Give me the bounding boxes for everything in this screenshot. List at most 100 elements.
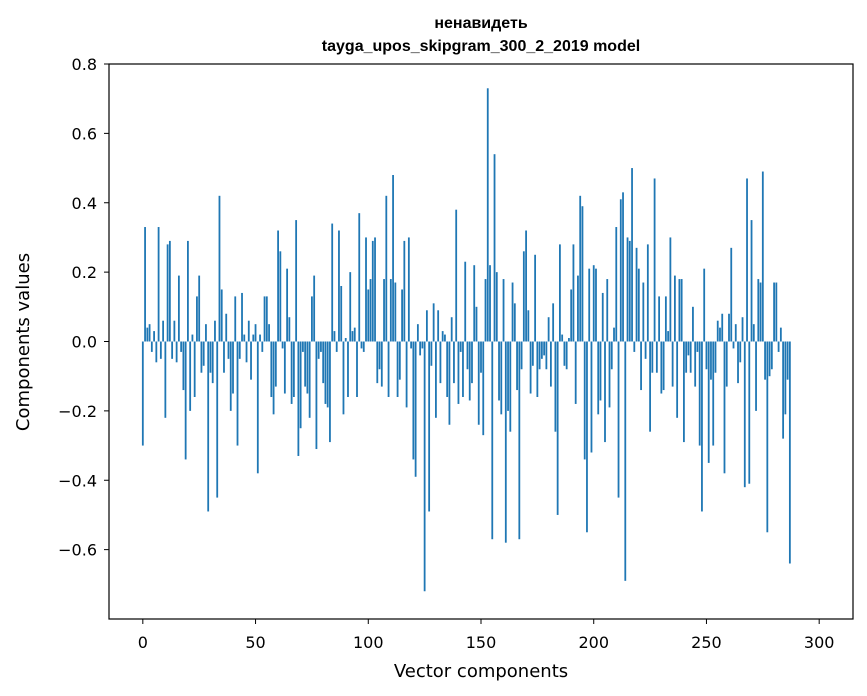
bar: [685, 341, 688, 373]
bar: [644, 341, 647, 359]
bar: [347, 341, 349, 397]
bar: [191, 334, 194, 342]
bar: [788, 341, 791, 564]
bar: [531, 341, 534, 366]
bar: [534, 254, 537, 342]
bar: [520, 341, 523, 370]
bar: [673, 275, 676, 342]
bar: [471, 341, 473, 384]
bar: [448, 341, 451, 425]
bar: [353, 327, 356, 342]
bar: [676, 341, 679, 418]
bar: [358, 213, 361, 342]
bar: [159, 341, 162, 359]
bar: [743, 341, 746, 488]
bar: [543, 341, 546, 356]
bar: [378, 341, 381, 370]
bar: [480, 341, 482, 373]
bar: [545, 341, 548, 370]
bar: [153, 331, 155, 342]
bar: [529, 341, 532, 394]
bar: [439, 341, 442, 384]
bar: [565, 341, 568, 370]
bar: [380, 341, 383, 387]
plot-frame: [108, 63, 854, 620]
bar: [252, 334, 255, 342]
bar: [421, 341, 424, 349]
bar: [313, 275, 316, 342]
bar: [493, 154, 496, 342]
bar: [513, 303, 516, 342]
bar: [642, 282, 645, 342]
bar: [166, 244, 169, 342]
bar: [216, 341, 219, 498]
bar: [365, 237, 367, 342]
bar: [281, 341, 284, 349]
bar: [144, 227, 146, 342]
bar: [637, 268, 640, 342]
bar: [577, 275, 579, 342]
bar: [209, 341, 212, 373]
bar: [779, 327, 782, 342]
bar: [270, 341, 273, 397]
bar: [333, 331, 336, 342]
bar: [507, 341, 509, 411]
bar: [315, 341, 318, 450]
bar: [468, 341, 471, 401]
bar: [428, 341, 431, 512]
bar: [739, 341, 742, 363]
bar: [238, 341, 241, 359]
bar: [202, 341, 205, 366]
bar: [615, 227, 618, 342]
bar: [342, 341, 345, 415]
bar: [601, 292, 604, 342]
bar: [759, 282, 762, 342]
bar: [437, 310, 440, 342]
bar: [477, 341, 480, 425]
bar: [522, 251, 525, 342]
bar: [640, 341, 642, 391]
bar: [324, 341, 327, 404]
bar: [466, 341, 469, 370]
bar: [750, 220, 753, 342]
bar: [403, 240, 406, 342]
bar: [180, 341, 183, 352]
bar: [570, 289, 573, 342]
bar: [177, 275, 180, 342]
bar: [536, 341, 539, 397]
bar: [608, 341, 611, 408]
bar: [552, 303, 555, 342]
bar: [414, 341, 417, 477]
bar: [283, 341, 286, 394]
bar: [572, 244, 575, 342]
bar: [356, 341, 358, 397]
bar: [646, 244, 649, 342]
x-tick-label: 150: [466, 633, 497, 652]
bar: [737, 341, 739, 384]
bar: [653, 178, 656, 342]
bar: [360, 341, 363, 349]
bar: [662, 341, 665, 391]
bar: [150, 341, 153, 352]
bar: [301, 341, 304, 352]
bar: [624, 341, 627, 581]
bar: [592, 265, 595, 342]
bar: [619, 199, 622, 342]
bar: [604, 341, 606, 443]
bar: [610, 341, 613, 370]
bar: [155, 341, 158, 363]
y-axis-label: Components values: [13, 253, 34, 431]
bar: [435, 341, 437, 418]
bar: [777, 341, 780, 352]
bar: [590, 341, 593, 453]
bar: [538, 341, 541, 370]
bar: [554, 341, 557, 432]
bar: [721, 313, 724, 342]
bar: [349, 272, 352, 342]
bar: [329, 341, 331, 443]
x-tick-label: 300: [804, 633, 835, 652]
bar: [475, 306, 478, 342]
bar: [755, 341, 757, 411]
